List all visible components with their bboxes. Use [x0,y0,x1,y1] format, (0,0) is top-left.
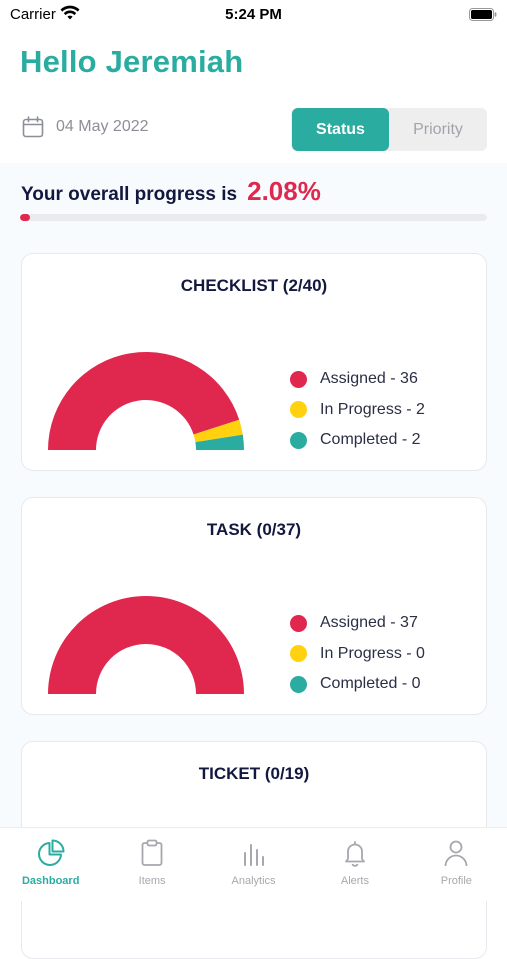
tab-label: Analytics [231,875,276,887]
legend-item-in-progress: In Progress - 0 [290,639,425,670]
status-priority-toggle: Status Priority [291,108,487,151]
donut-segment-in-progress [193,419,243,443]
user-icon [444,840,468,867]
legend-label: In Progress - 2 [320,400,425,418]
pie-chart-icon [37,839,65,866]
task-card[interactable]: TASK (0/37) Assigned - 37 In Progress - … [21,497,487,715]
checklist-donut-chart [48,352,244,450]
calendar-icon [22,116,44,138]
checklist-legend: Assigned - 36 In Progress - 2 Completed … [290,364,425,456]
clock: 5:24 PM [225,6,282,23]
progress-label: Your overall progress is [21,184,238,205]
task-title: TASK (0/37) [206,520,302,539]
task-donut-chart [48,596,244,694]
legend-item-completed: Completed - 0 [290,669,425,700]
wifi-icon [60,5,80,20]
tab-items[interactable]: Items [101,828,202,901]
ticket-title: TICKET (0/19) [198,764,310,783]
greeting-title: Hello Jeremiah [20,44,244,79]
clipboard-icon [141,839,163,866]
in-progress-dot [290,645,307,663]
segment-priority[interactable]: Priority [413,121,463,138]
legend-item-assigned: Assigned - 36 [290,364,425,395]
tab-label: Profile [440,875,472,887]
task-legend: Assigned - 37 In Progress - 0 Completed … [290,608,425,700]
donut-segment-completed [195,434,244,450]
donut-segment-assigned [48,596,244,694]
assigned-dot [290,370,307,388]
tab-label: Items [138,875,166,887]
legend-label: Assigned - 37 [320,614,418,632]
date-label: 04 May 2022 [56,118,149,135]
overall-progress-heading: Your overall progress is 2.08% [21,176,321,207]
status-bar: Carrier 5:24 PM [0,0,507,28]
donut-segment-assigned [48,352,240,450]
completed-dot [290,675,307,693]
progress-bar [20,214,487,221]
completed-dot [290,431,307,449]
legend-label: Completed - 0 [320,675,421,693]
legend-label: Completed - 2 [320,431,421,449]
legend-item-completed: Completed - 2 [290,425,425,456]
tab-label: Dashboard [21,875,80,887]
tab-alerts[interactable]: Alerts [304,828,405,901]
carrier-label: Carrier [10,6,56,23]
date-picker[interactable]: 04 May 2022 [22,116,149,138]
in-progress-dot [290,401,307,419]
legend-item-in-progress: In Progress - 2 [290,395,425,426]
tab-label: Alerts [340,875,369,887]
assigned-dot [290,614,307,632]
checklist-title: CHECKLIST (2/40) [180,276,328,295]
tab-dashboard[interactable]: Dashboard [0,828,101,901]
progress-bar-fill [20,214,30,221]
tab-profile[interactable]: Profile [406,828,507,901]
segment-status[interactable]: Status [292,108,389,151]
bar-chart-icon [243,844,264,866]
progress-value: 2.08% [247,176,321,206]
tab-analytics[interactable]: Analytics [203,828,304,901]
checklist-card[interactable]: CHECKLIST (2/40) Assigned - 36 In Progre… [21,253,487,471]
legend-item-assigned: Assigned - 37 [290,608,425,639]
legend-label: Assigned - 36 [320,370,418,388]
bell-icon [345,841,365,867]
legend-label: In Progress - 0 [320,644,425,662]
battery-icon [469,8,497,21]
bottom-tab-bar: Dashboard Items Analytics Alerts Profile [0,827,507,901]
